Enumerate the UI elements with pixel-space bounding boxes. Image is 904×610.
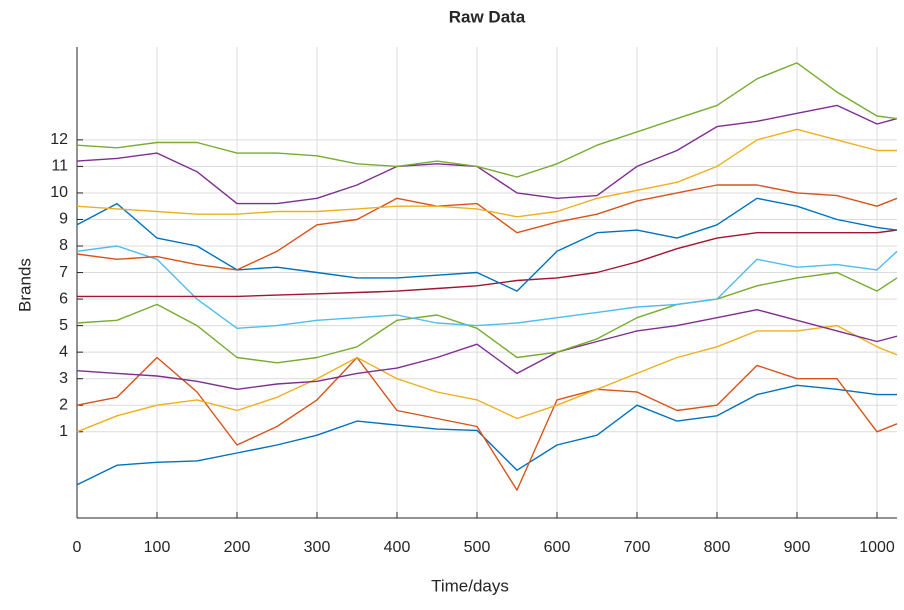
x-tick-label: 400 [384,539,411,556]
x-tick-label: 100 [144,539,171,556]
series-line [76,271,898,364]
y-tick-label: 5 [59,317,68,334]
series-line [76,128,897,218]
x-tick-label: 600 [544,539,571,556]
y-tick-label: 7 [59,264,68,281]
y-axis-label: Brands [15,258,34,312]
series-line [76,384,897,486]
x-tick-label: 700 [624,539,651,556]
y-tick-label: 10 [50,184,68,201]
x-tick-label: 500 [464,539,491,556]
series-line [76,356,898,491]
x-tick-label: 200 [224,539,251,556]
y-tick-label: 3 [59,370,68,387]
y-tick-label: 11 [51,158,68,175]
series-line [76,309,898,390]
series-line [76,62,898,178]
series-line [76,324,898,433]
chart-title: Raw Data [449,7,526,26]
series-line [77,229,898,298]
y-tick-label: 8 [59,237,68,254]
y-tick-label: 4 [59,343,68,360]
x-tick-label: 800 [704,539,731,556]
series-line [76,245,898,329]
y-tick-label: 1 [59,423,68,440]
x-tick-label: 0 [73,539,82,556]
series-line [76,184,898,271]
x-tick-label: 900 [784,539,811,556]
x-tick-label: 1000 [859,539,895,556]
y-tick-label: 9 [59,211,68,228]
x-tick-label: 300 [304,539,331,556]
y-tick-label: 2 [59,396,68,413]
series-line [76,104,898,205]
x-axis-label: Time/days [431,576,509,595]
y-tick-label: 12 [50,131,68,148]
y-tick-label: 6 [59,290,68,307]
series-line [76,197,898,292]
